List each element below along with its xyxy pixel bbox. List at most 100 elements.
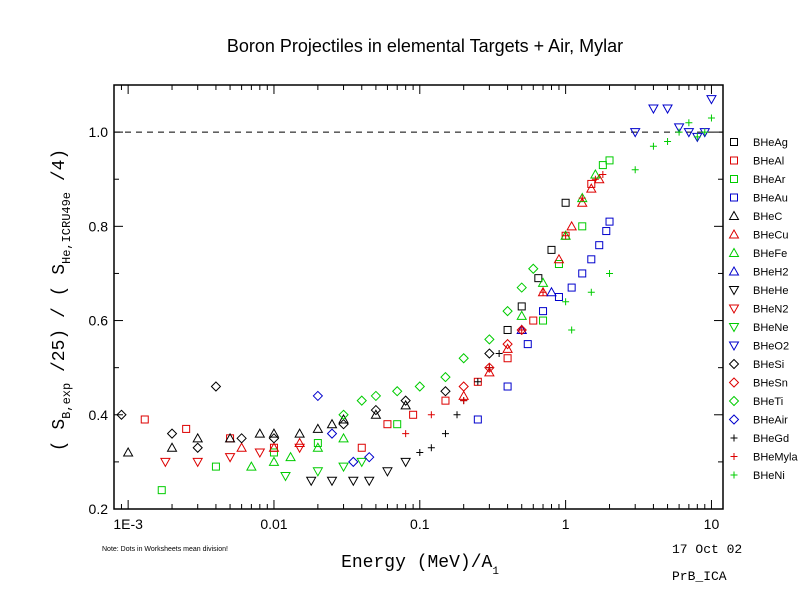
point-bhec — [326, 418, 338, 429]
point-bheag — [547, 245, 556, 254]
legend-marker-bhesn — [728, 377, 740, 388]
point-bhec — [224, 432, 236, 443]
legend-marker-bhen2 — [728, 304, 740, 315]
point-bhecu — [553, 253, 565, 264]
y-label-sub2: He,ICRU49e — [60, 192, 74, 264]
point-bhear — [605, 156, 614, 165]
point-bhec — [400, 399, 412, 410]
point-bhec — [122, 446, 134, 457]
point-bheag — [517, 302, 526, 311]
point-bheti — [356, 395, 367, 406]
y-label-part2: /25) / ( S — [50, 264, 70, 383]
legend-marker-bhesi — [728, 358, 740, 370]
legend-label-bheo2: BHeO2 — [753, 341, 789, 353]
legend-label-bheal: BHeAl — [753, 156, 784, 168]
legend-marker-bheag — [730, 138, 738, 146]
point-bhesn — [484, 362, 495, 373]
point-bhesi — [400, 395, 411, 406]
y-tick-label: 0.8 — [89, 218, 109, 234]
legend-label-bhefe: BHeFe — [753, 248, 787, 260]
point-bhemylar — [460, 397, 468, 405]
point-bheal — [140, 415, 149, 424]
point-bhesi — [236, 433, 247, 444]
legend-label-bhehe: BHeHe — [753, 285, 788, 297]
legend-marker-bhefe — [728, 247, 740, 257]
point-bheair — [326, 428, 338, 439]
point-bheal — [182, 424, 191, 433]
point-bheti — [370, 390, 382, 402]
point-bheti — [414, 381, 425, 392]
point-bhear — [157, 486, 166, 495]
y-tick-label: 0.6 — [89, 313, 109, 329]
x-tick-label: 0.1 — [410, 516, 430, 532]
point-bheal — [441, 396, 450, 405]
legend-marker-bhecu — [728, 228, 740, 239]
point-bheni — [685, 119, 693, 127]
point-bhec — [254, 428, 266, 438]
date-stamp: 17 Oct 02 — [672, 542, 742, 557]
y-tick-label: 1.0 — [89, 124, 109, 140]
point-bhemylar — [518, 326, 526, 334]
legend-label-bhen2: BHeN2 — [753, 304, 788, 316]
point-bhemylar — [402, 430, 410, 438]
point-bhemylar — [539, 288, 547, 296]
point-bhefe — [312, 442, 324, 452]
point-bhefe — [516, 310, 528, 320]
point-bhesi — [166, 428, 178, 439]
scatter-points — [116, 95, 717, 495]
point-bheau — [602, 227, 611, 236]
point-bhemylar — [427, 411, 435, 419]
legend-marker-bheal — [730, 156, 738, 165]
point-bhecu — [236, 442, 247, 452]
point-bheau — [578, 269, 587, 278]
point-bheni — [649, 142, 657, 150]
point-bheni — [675, 128, 683, 136]
point-bhen2 — [224, 453, 236, 463]
point-bhear — [269, 448, 278, 457]
point-bheag — [561, 198, 570, 207]
point-bheni — [587, 288, 595, 296]
point-bhen2 — [254, 448, 266, 458]
legend-marker-bheni — [730, 471, 738, 479]
point-bhec — [294, 428, 305, 438]
point-bhec — [338, 413, 349, 424]
point-bhehe — [347, 476, 359, 487]
point-bheal — [383, 420, 392, 429]
legend-label-bheti: BHeTi — [753, 396, 783, 408]
point-bhemylar — [562, 232, 570, 240]
point-bheni — [562, 298, 570, 306]
point-bhear — [393, 420, 402, 429]
point-bhear — [554, 260, 563, 269]
legend-marker-bheo2 — [728, 341, 740, 352]
point-bhene — [280, 472, 291, 482]
point-bhefe — [537, 277, 549, 287]
point-bheau — [587, 255, 596, 264]
legend-label-bhesn: BHeSn — [753, 378, 788, 390]
point-bhemylar — [591, 175, 599, 183]
point-bheau — [605, 217, 614, 226]
legend-label-bhene: BHeNe — [753, 322, 788, 334]
point-bhegd — [474, 378, 482, 386]
point-bheo2 — [662, 104, 673, 115]
point-bhemylar — [578, 194, 586, 202]
point-bheau — [473, 415, 482, 424]
legend-marker-bhene — [728, 323, 740, 333]
x-tick-label: 1E-3 — [113, 516, 143, 532]
point-bhecu — [566, 220, 578, 231]
legend-label-bheni: BHeNi — [753, 470, 785, 482]
point-bhec — [192, 432, 204, 443]
point-bheo2 — [673, 123, 685, 133]
legend-label-bhec: BHeC — [753, 211, 782, 223]
legend-marker-bheau — [730, 193, 738, 202]
point-bhene — [356, 457, 368, 468]
point-bhesi — [440, 386, 451, 397]
legend-label-bhecu: BHeCu — [753, 230, 788, 242]
point-bhehe — [363, 476, 375, 487]
point-bhec — [312, 423, 324, 433]
footnote: Note: Dots in Worksheets mean division! — [102, 546, 228, 553]
x-axis-label-main: Energy (MeV)/A — [341, 553, 492, 573]
legend-marker-bhear — [730, 175, 738, 183]
point-bhehe — [400, 457, 412, 468]
point-bheal — [409, 410, 418, 419]
legend-marker-bhegd — [730, 434, 738, 442]
